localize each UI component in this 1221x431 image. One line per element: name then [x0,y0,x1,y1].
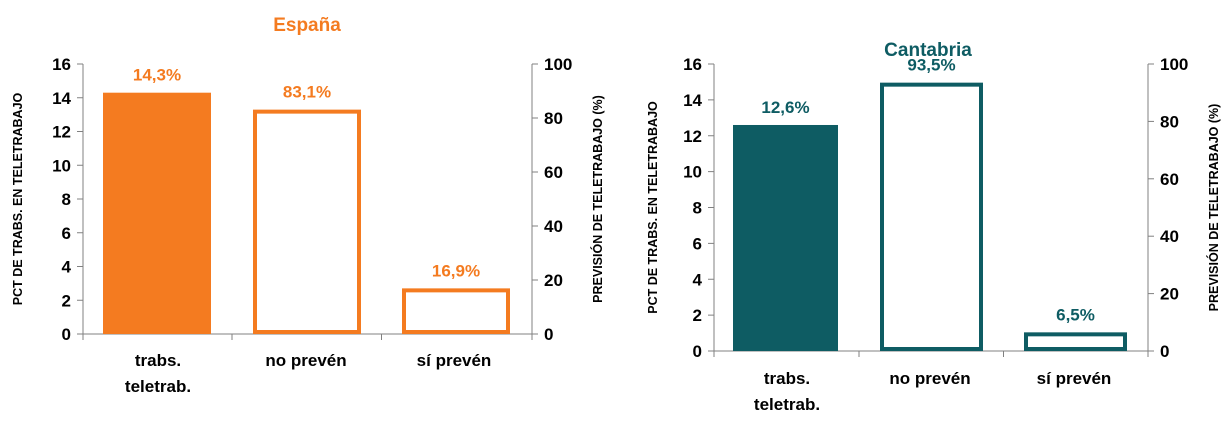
left-tick-label: 4 [62,258,72,277]
left-tick-label: 4 [693,270,703,289]
category-label-line: trabs. [764,369,810,388]
bar-0 [733,124,838,351]
left-tick-label: 2 [62,291,71,310]
left-tick-label: 0 [62,325,71,344]
right-tick-label: 0 [544,325,553,344]
bar-1 [253,109,361,334]
left-tick-label: 10 [683,163,702,182]
right-tick-label: 60 [544,163,563,182]
category-label: no prevén [889,369,970,388]
category-label-line: teletrab. [754,395,820,414]
left-tick-label: 14 [52,89,71,108]
right-tick-label: 80 [1160,112,1179,131]
category-label-line: trabs. [135,351,181,370]
category-label-line: no prevén [265,351,346,370]
category-label: sí prevén [1037,369,1112,388]
left-tick-label: 0 [693,342,702,361]
data-label: 12,6% [761,98,809,117]
category-label-line: no prevén [889,369,970,388]
y-axis-label-left: PCT DE TRABS. EN TELETRABAJO [11,92,25,305]
data-label: 83,1% [283,83,331,102]
right-tick-label: 40 [1160,227,1179,246]
chart-title: Cantabria [884,40,972,61]
data-label: 16,9% [432,261,480,280]
data-label: 6,5% [1056,305,1095,324]
left-tick-label: 6 [62,224,71,243]
category-label: trabs. teletrab. [754,369,820,414]
bar-1 [880,82,983,351]
left-tick-label: 10 [52,156,71,175]
category-label-line: teletrab. [125,377,191,396]
y-axis-label-left: PCT DE TRABS. EN TELETRABAJO [646,101,660,314]
left-tick-label: 12 [52,123,71,142]
chart-espana: España 0 2 4 6 8 10 12 14 16 0 20 40 60 80 100 PCT DE TR… [11,15,605,396]
left-tick-label: 8 [62,190,71,209]
right-tick-label: 100 [1160,55,1188,74]
left-tick-label: 6 [693,234,702,253]
left-tick-label: 12 [683,127,702,146]
category-label: sí prevén [417,351,492,370]
category-label: trabs. teletrab. [125,351,191,396]
right-tick-label: 80 [544,109,563,128]
right-tick-label: 20 [544,271,563,290]
category-label: no prevén [265,351,346,370]
category-label-line: sí prevén [417,351,492,370]
bar-0 [103,92,211,334]
y-axis-label-right: PREVISIÓN DE TELETRABAJO (%) [590,95,605,303]
data-label: 93,5% [907,56,955,75]
left-tick-label: 8 [693,199,702,218]
right-tick-label: 20 [1160,285,1179,304]
y-axis-label-right: PREVISIÓN DE TELETRABAJO (%) [1206,104,1221,312]
bar-2 [402,288,510,334]
right-tick-label: 40 [544,217,563,236]
data-label: 14,3% [133,66,181,85]
right-tick-label: 100 [544,55,572,74]
left-tick-label: 16 [683,55,702,74]
bar-2 [1024,332,1127,352]
chart-cantabria: Cantabria 0 2 4 6 8 10 12 14 16 0 20 40 60 80 100 PCT DE… [646,40,1221,414]
left-tick-label: 14 [683,91,702,110]
left-tick-label: 16 [52,55,71,74]
right-tick-label: 60 [1160,170,1179,189]
left-tick-label: 2 [693,306,702,325]
chart-title: España [273,15,341,36]
category-label-line: sí prevén [1037,369,1112,388]
right-tick-label: 0 [1160,342,1169,361]
